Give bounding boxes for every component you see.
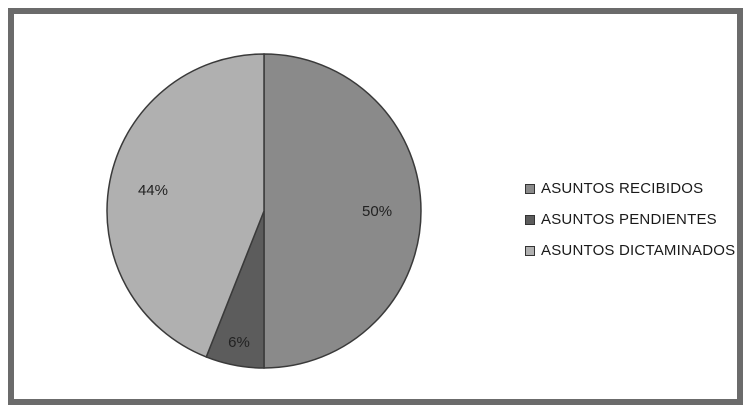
pie-label-asuntos-recibidos: 50%: [362, 203, 392, 220]
pie-label-asuntos-pendientes: 6%: [228, 334, 250, 351]
legend-label-dictaminados: ASUNTOS DICTAMINADOS: [541, 242, 736, 259]
legend: ASUNTOS RECIBIDOS ASUNTOS PENDIENTES ASU…: [525, 173, 735, 266]
pie-label-asuntos-dictaminados: 44%: [138, 182, 168, 199]
legend-item-pendientes: ASUNTOS PENDIENTES: [525, 204, 735, 235]
legend-label-recibidos: ASUNTOS RECIBIDOS: [541, 180, 704, 197]
legend-label-pendientes: ASUNTOS PENDIENTES: [541, 211, 717, 228]
pie-slice-asuntos-dictaminados: [106, 53, 265, 358]
legend-swatch-dictaminados: [525, 245, 535, 256]
legend-swatch-pendientes: [525, 214, 535, 225]
legend-item-recibidos: ASUNTOS RECIBIDOS: [525, 173, 735, 204]
legend-swatch-recibidos: [525, 183, 535, 194]
legend-item-dictaminados: ASUNTOS DICTAMINADOS: [525, 235, 735, 266]
pie-slice-asuntos-recibidos: [263, 53, 422, 369]
